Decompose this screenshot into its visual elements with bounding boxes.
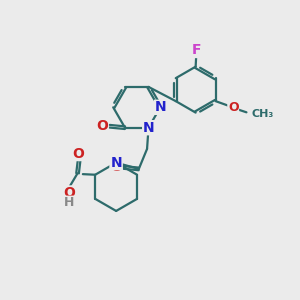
- Text: O: O: [96, 119, 108, 133]
- Text: N: N: [154, 100, 166, 114]
- Text: N: N: [110, 156, 122, 170]
- Text: O: O: [64, 186, 76, 200]
- Text: O: O: [110, 160, 122, 175]
- Text: O: O: [73, 146, 84, 161]
- Text: O: O: [228, 101, 238, 114]
- Text: H: H: [64, 196, 74, 209]
- Text: N: N: [143, 121, 154, 135]
- Text: F: F: [191, 44, 201, 58]
- Text: CH₃: CH₃: [251, 109, 274, 119]
